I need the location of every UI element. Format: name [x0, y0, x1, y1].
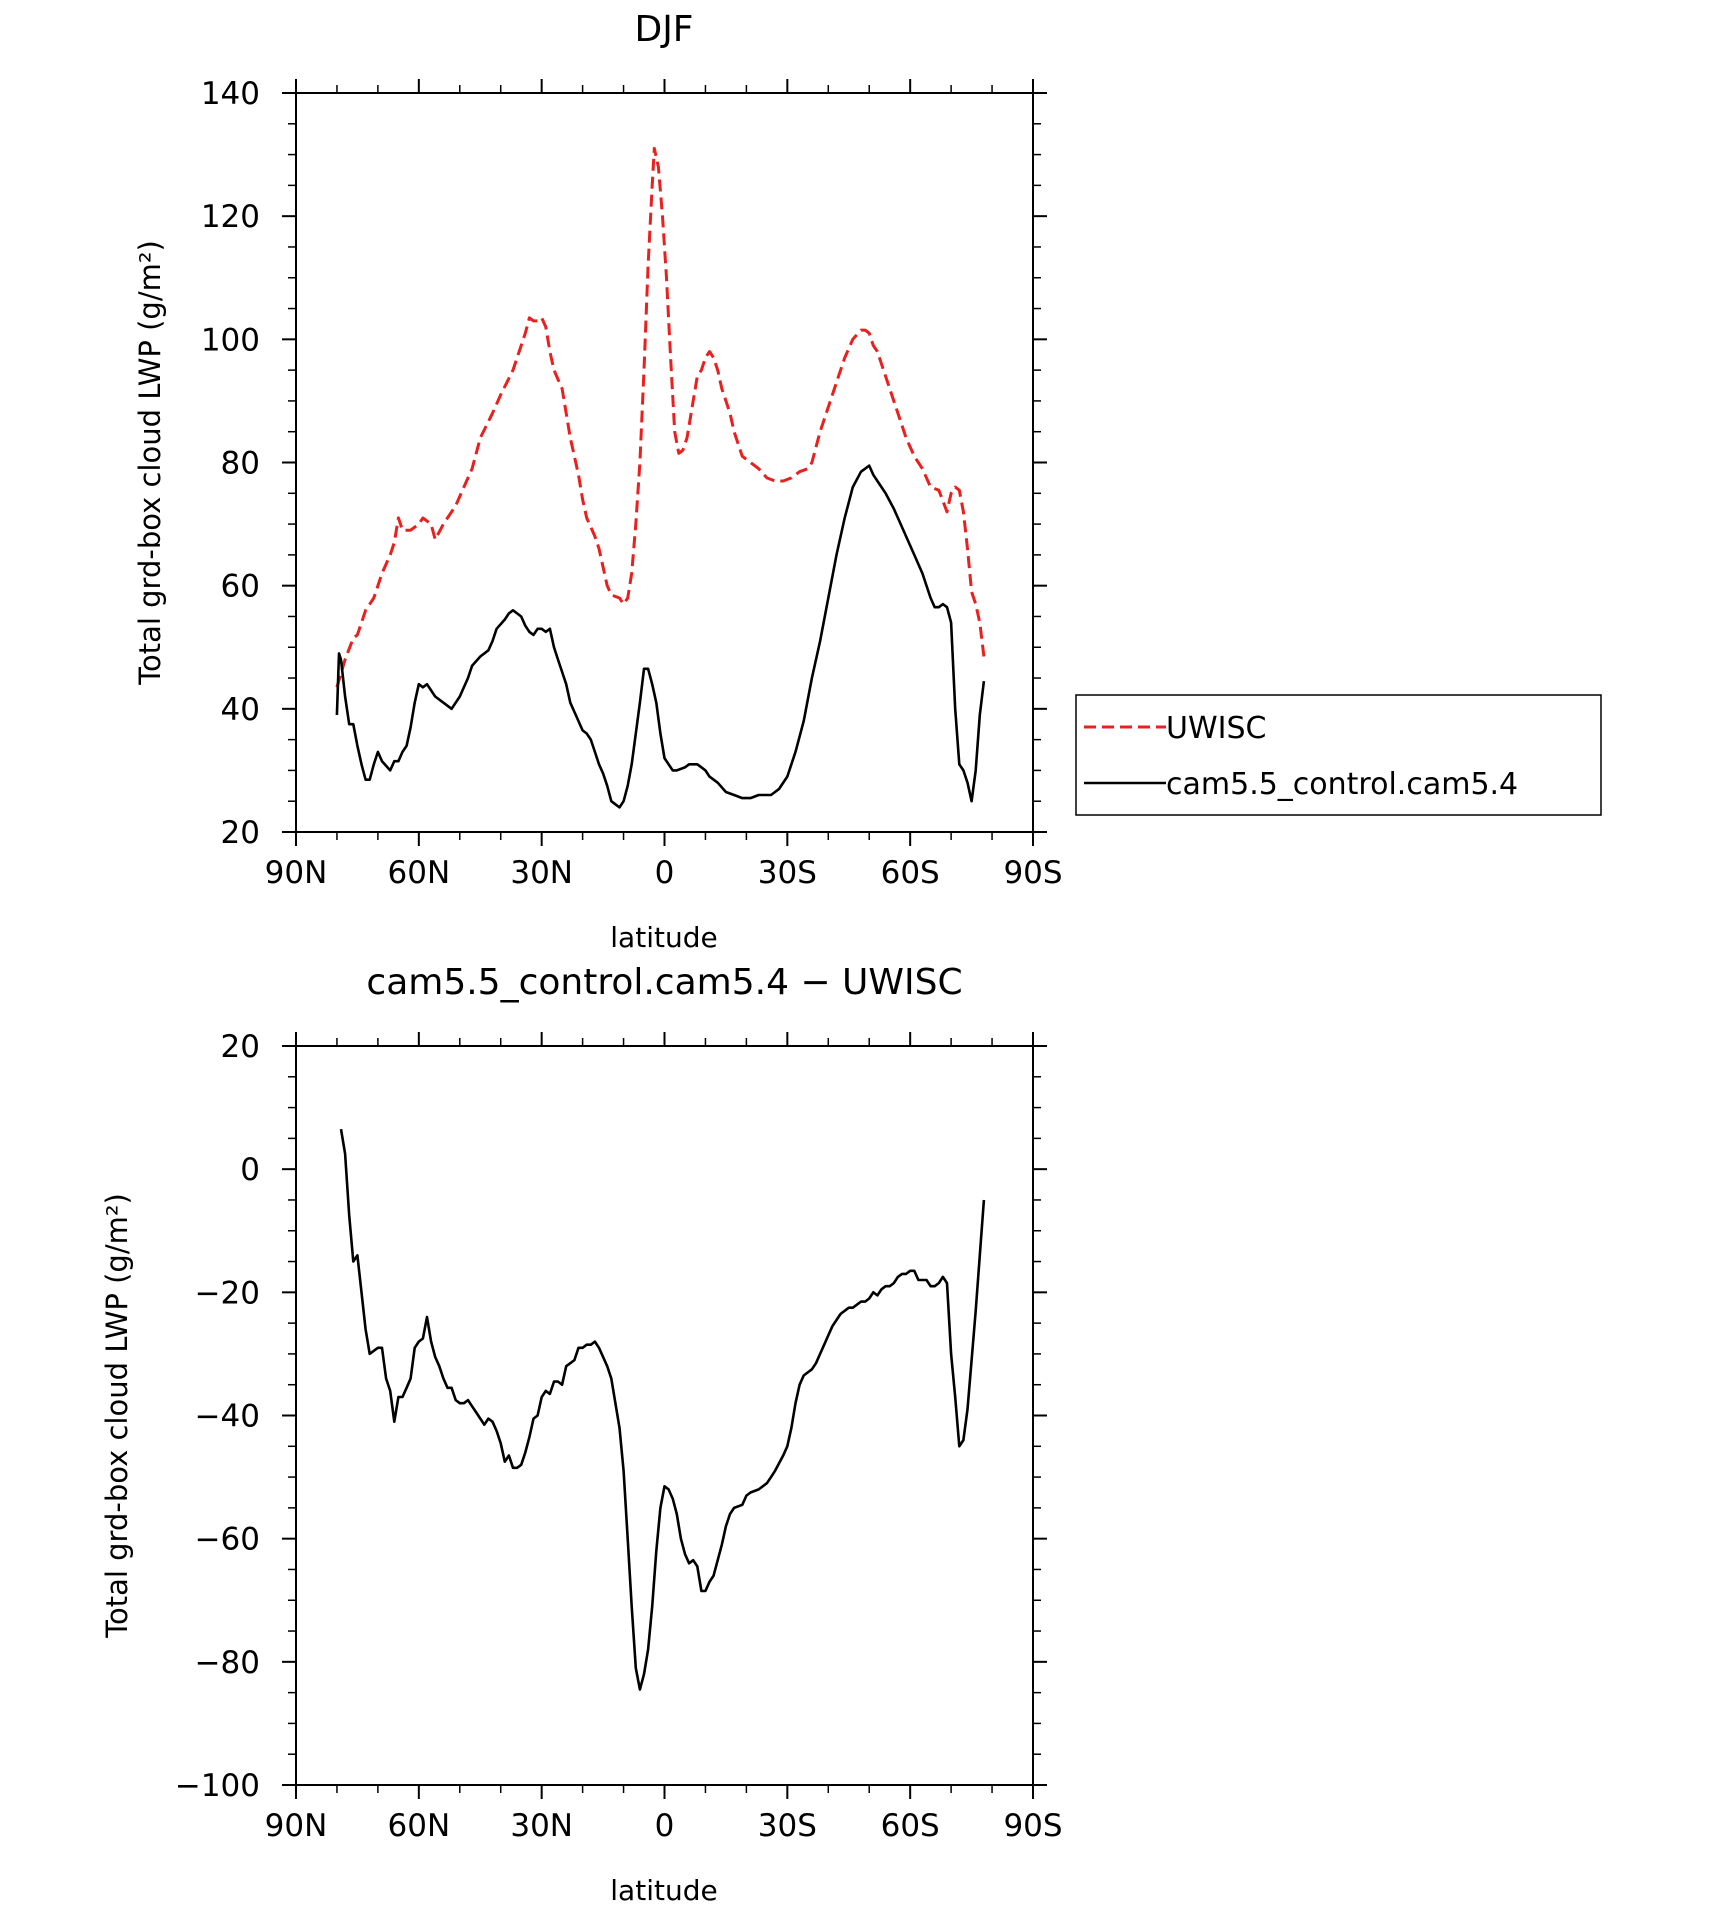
x-tick-label: 30S — [758, 855, 817, 891]
plot-frame — [295, 1045, 1034, 1786]
x-axis-label: latitude — [610, 921, 717, 954]
x-tick-label: 60S — [881, 1808, 940, 1844]
x-tick-label: 0 — [655, 1808, 675, 1844]
legend: UWISC cam5.5_control.cam5.4 — [1075, 694, 1602, 816]
x-tick-label: 60N — [388, 855, 451, 891]
y-axis-label: Total grd-box cloud LWP (g/m²) — [100, 1193, 134, 1639]
x-tick-label: 90N — [265, 1808, 328, 1844]
y-tick-label: 140 — [201, 76, 260, 112]
series-line-uwisc — [335, 146, 986, 688]
y-axis-label: Total grd-box cloud LWP (g/m²) — [133, 240, 167, 686]
panel-difference: cam5.5_control.cam5.4 − UWISC 90N 60N 30N 0… — [100, 962, 1063, 1905]
x-tick-label: 90N — [265, 855, 328, 891]
series-line-panel1-0 — [339, 1128, 986, 1691]
series-line-cam5-5-control-cam5-4 — [335, 464, 986, 809]
y-tick-label: 40 — [221, 692, 260, 728]
y-tick-label: 0 — [240, 1152, 260, 1188]
y-tick-label: −80 — [195, 1645, 260, 1681]
x-tick-label: 90S — [1003, 855, 1062, 891]
y-tick-label: 20 — [221, 1029, 260, 1065]
x-tick-label: 60N — [388, 1808, 451, 1844]
x-tick-label: 30S — [758, 1808, 817, 1844]
chart-title: cam5.5_control.cam5.4 − UWISC — [366, 962, 962, 1003]
x-tick-label: 60S — [881, 855, 940, 891]
y-tick-label: 60 — [221, 569, 260, 605]
legend-box — [1075, 694, 1602, 816]
x-axis-label: latitude — [610, 1874, 717, 1905]
y-tick-label: −60 — [195, 1522, 260, 1558]
x-tick-label: 0 — [655, 855, 675, 891]
legend-label-cam5-5-control: cam5.5_control.cam5.4 — [1166, 767, 1518, 802]
plot-frame — [295, 92, 1034, 833]
y-tick-label: 80 — [221, 446, 260, 482]
panel-djf: DJF 90N 60N 30N 0 30S 60S 90S 20 40 60 80 100 120 140… — [133, 9, 1063, 954]
y-tick-label: 20 — [221, 815, 260, 851]
y-tick-label: −100 — [175, 1768, 260, 1804]
y-tick-label: −20 — [195, 1275, 260, 1311]
y-tick-label: −40 — [195, 1399, 260, 1435]
x-tick-label: 30N — [510, 855, 573, 891]
x-tick-label: 30N — [510, 1808, 573, 1844]
y-tick-label: 120 — [201, 199, 260, 235]
y-tick-label: 100 — [201, 322, 260, 358]
legend-label-uwisc: UWISC — [1166, 711, 1266, 746]
chart-title: DJF — [634, 9, 693, 50]
x-tick-label: 90S — [1003, 1808, 1062, 1844]
